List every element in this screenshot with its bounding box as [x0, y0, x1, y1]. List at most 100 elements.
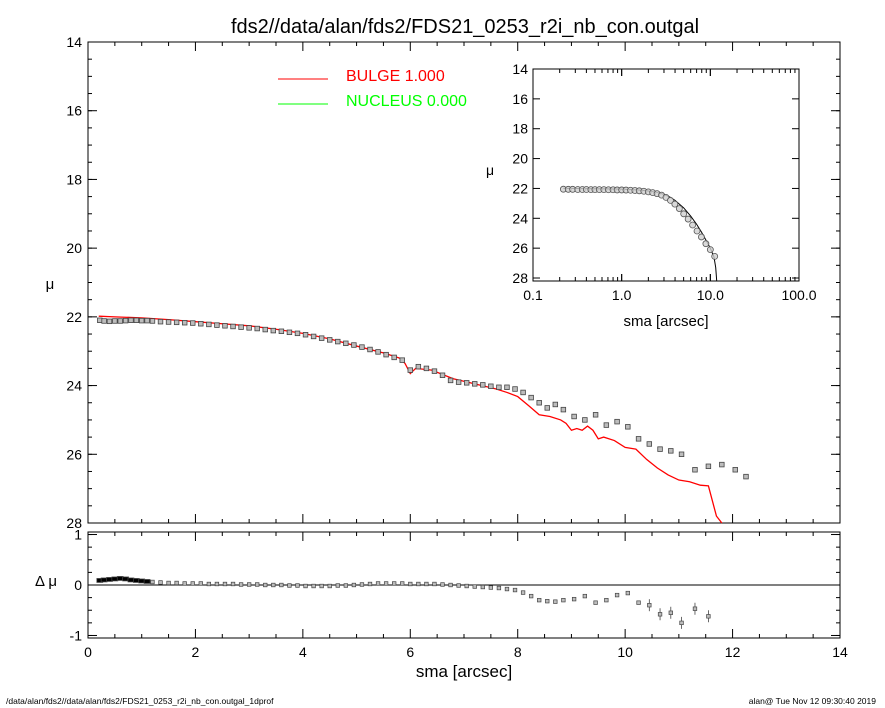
inset-axis-ticks: 14 16 18 20 22 24 26 280.1 1.0 10.0 100.0 — [512, 61, 816, 303]
data-point — [139, 317, 145, 324]
x-tick-label: 10 — [617, 644, 633, 660]
residual-point — [311, 583, 316, 589]
data-point — [488, 383, 494, 389]
residual-point — [504, 586, 510, 592]
data-point — [415, 363, 422, 370]
residual-point — [668, 610, 673, 615]
data-point — [463, 380, 470, 386]
data-point — [431, 368, 438, 374]
residual-point — [327, 583, 332, 589]
data-point — [318, 335, 325, 341]
data-point — [375, 349, 381, 355]
residual-point — [537, 597, 542, 603]
data-point — [603, 422, 610, 428]
data-point — [439, 372, 446, 378]
residual-point — [604, 597, 609, 603]
x-tick-label: 6 — [406, 644, 414, 660]
residual-point — [545, 599, 550, 604]
inset-data-point — [711, 252, 719, 260]
data-point — [214, 322, 220, 328]
residual-point — [647, 603, 652, 608]
residual-point — [520, 590, 526, 595]
residual-point — [625, 590, 630, 596]
residual-point — [190, 581, 195, 586]
main-y-tick-label: 28 — [66, 515, 82, 531]
legend: BULGE 1.000 NUCLEUS 0.000 — [278, 68, 467, 110]
data-point — [262, 326, 268, 333]
data-point — [128, 317, 134, 323]
data-point — [101, 318, 107, 324]
residual-point — [255, 582, 260, 587]
data-point — [504, 384, 510, 390]
data-point — [743, 473, 749, 480]
inset-data-point — [702, 240, 710, 248]
main-y-tick-label: 24 — [66, 378, 82, 394]
residual-point — [351, 582, 357, 588]
residual-point — [679, 620, 684, 626]
main-y-tick-label: 16 — [66, 103, 82, 119]
residual-point — [440, 582, 445, 587]
residual-point — [287, 583, 292, 588]
data-point — [149, 318, 156, 324]
residual-point — [206, 581, 212, 587]
data-point — [190, 320, 196, 326]
residual-data-points — [96, 576, 711, 629]
data-point — [447, 377, 454, 384]
data-point — [512, 386, 518, 392]
residual-point — [246, 582, 252, 587]
data-point — [117, 318, 123, 324]
x-tick-label: 2 — [192, 644, 200, 660]
inset-y-tick-label: 20 — [512, 151, 528, 167]
data-point — [302, 332, 309, 338]
data-point — [270, 327, 277, 334]
main-y-axis-label: μ — [46, 276, 55, 293]
data-point — [582, 417, 588, 423]
residual-point — [359, 582, 365, 587]
main-x-axis-label: sma [arcsec] — [416, 662, 512, 681]
data-point — [544, 405, 550, 411]
legend-bulge-label: BULGE 1.000 — [346, 68, 445, 85]
data-point — [657, 446, 663, 452]
x-tick-label: 0 — [84, 644, 92, 660]
inset-data-points — [559, 185, 719, 260]
x-tick-label: 4 — [299, 644, 307, 660]
data-point — [238, 324, 244, 330]
data-point — [536, 400, 542, 406]
data-point — [625, 424, 631, 430]
residual-point — [230, 581, 236, 587]
residual-point — [571, 596, 577, 602]
residual-point — [214, 581, 220, 587]
data-point — [480, 382, 486, 388]
data-point — [705, 463, 712, 470]
chart-title: fds2//data/alan/fds2/FDS21_0253_r2i_nb_c… — [231, 16, 699, 38]
residual-point — [150, 579, 155, 585]
residual-point — [636, 600, 641, 605]
residual-point — [182, 581, 187, 586]
residual-point — [383, 581, 389, 586]
data-point — [165, 319, 172, 325]
inset-y-tick-label: 16 — [512, 91, 528, 107]
residual-point — [614, 592, 620, 598]
x-tick-label: 14 — [832, 644, 848, 660]
data-point — [383, 351, 389, 358]
residual-point — [271, 582, 276, 588]
residual-point — [367, 581, 373, 587]
data-point — [144, 317, 150, 324]
residual-y-axis-label: Δ μ — [35, 573, 57, 590]
residual-point — [335, 583, 340, 588]
data-point — [112, 318, 118, 324]
inset-x-tick-label: 100.0 — [781, 287, 816, 303]
residual-point — [448, 582, 453, 588]
residual-point — [582, 593, 588, 599]
data-point — [423, 365, 430, 372]
inset-y-tick-label: 22 — [512, 180, 528, 196]
residual-point — [553, 599, 558, 604]
inset-data-point — [675, 205, 683, 212]
residual-point — [432, 581, 437, 587]
data-point — [552, 401, 559, 408]
residual-point — [392, 581, 397, 586]
data-point — [181, 319, 188, 326]
data-point — [635, 436, 642, 442]
data-point — [668, 448, 674, 454]
residual-point — [143, 579, 151, 584]
